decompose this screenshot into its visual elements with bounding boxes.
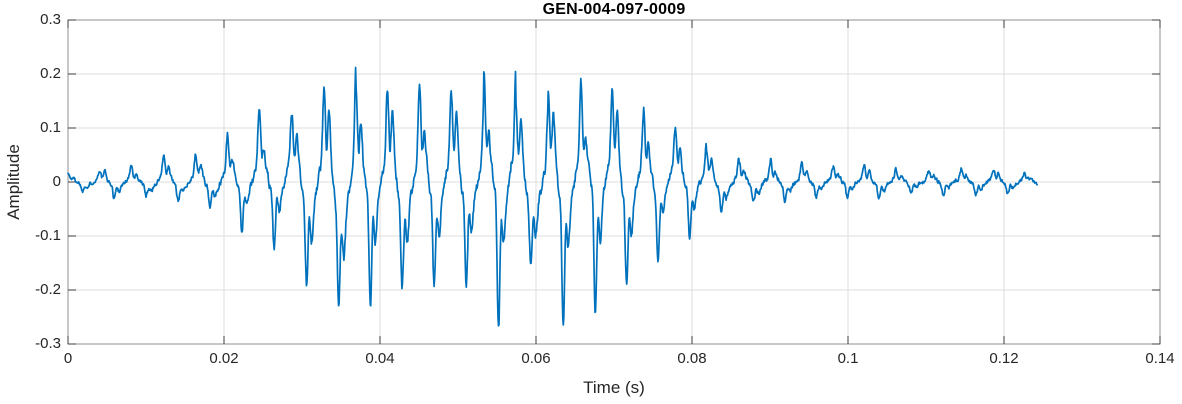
x-tick-label: 0.04 [365,350,395,367]
x-tick-label: 0.02 [209,350,239,367]
y-tick-label: -0.2 [35,281,61,298]
x-tick-label: 0.08 [677,350,707,367]
y-tick-label: 0 [52,173,61,190]
x-tick-label: 0.06 [521,350,551,367]
chart-title: GEN-004-097-0009 [542,1,686,18]
waveform-line [67,66,1038,327]
x-tick-label: 0.14 [1145,350,1175,367]
gridlines [68,20,1160,344]
x-tick-label: 0 [63,350,73,367]
x-tick-label: 0.1 [837,350,859,367]
y-tick-label: 0.1 [40,119,61,136]
y-tick-label: -0.1 [35,227,61,244]
y-tick-label: 0.2 [40,65,61,82]
tick-marks [67,19,1161,345]
y-tick-label: -0.3 [35,335,61,352]
y-tick-label: 0.3 [40,11,61,28]
x-tick-label: 0.12 [989,350,1019,367]
x-axis-label: Time (s) [583,378,645,397]
